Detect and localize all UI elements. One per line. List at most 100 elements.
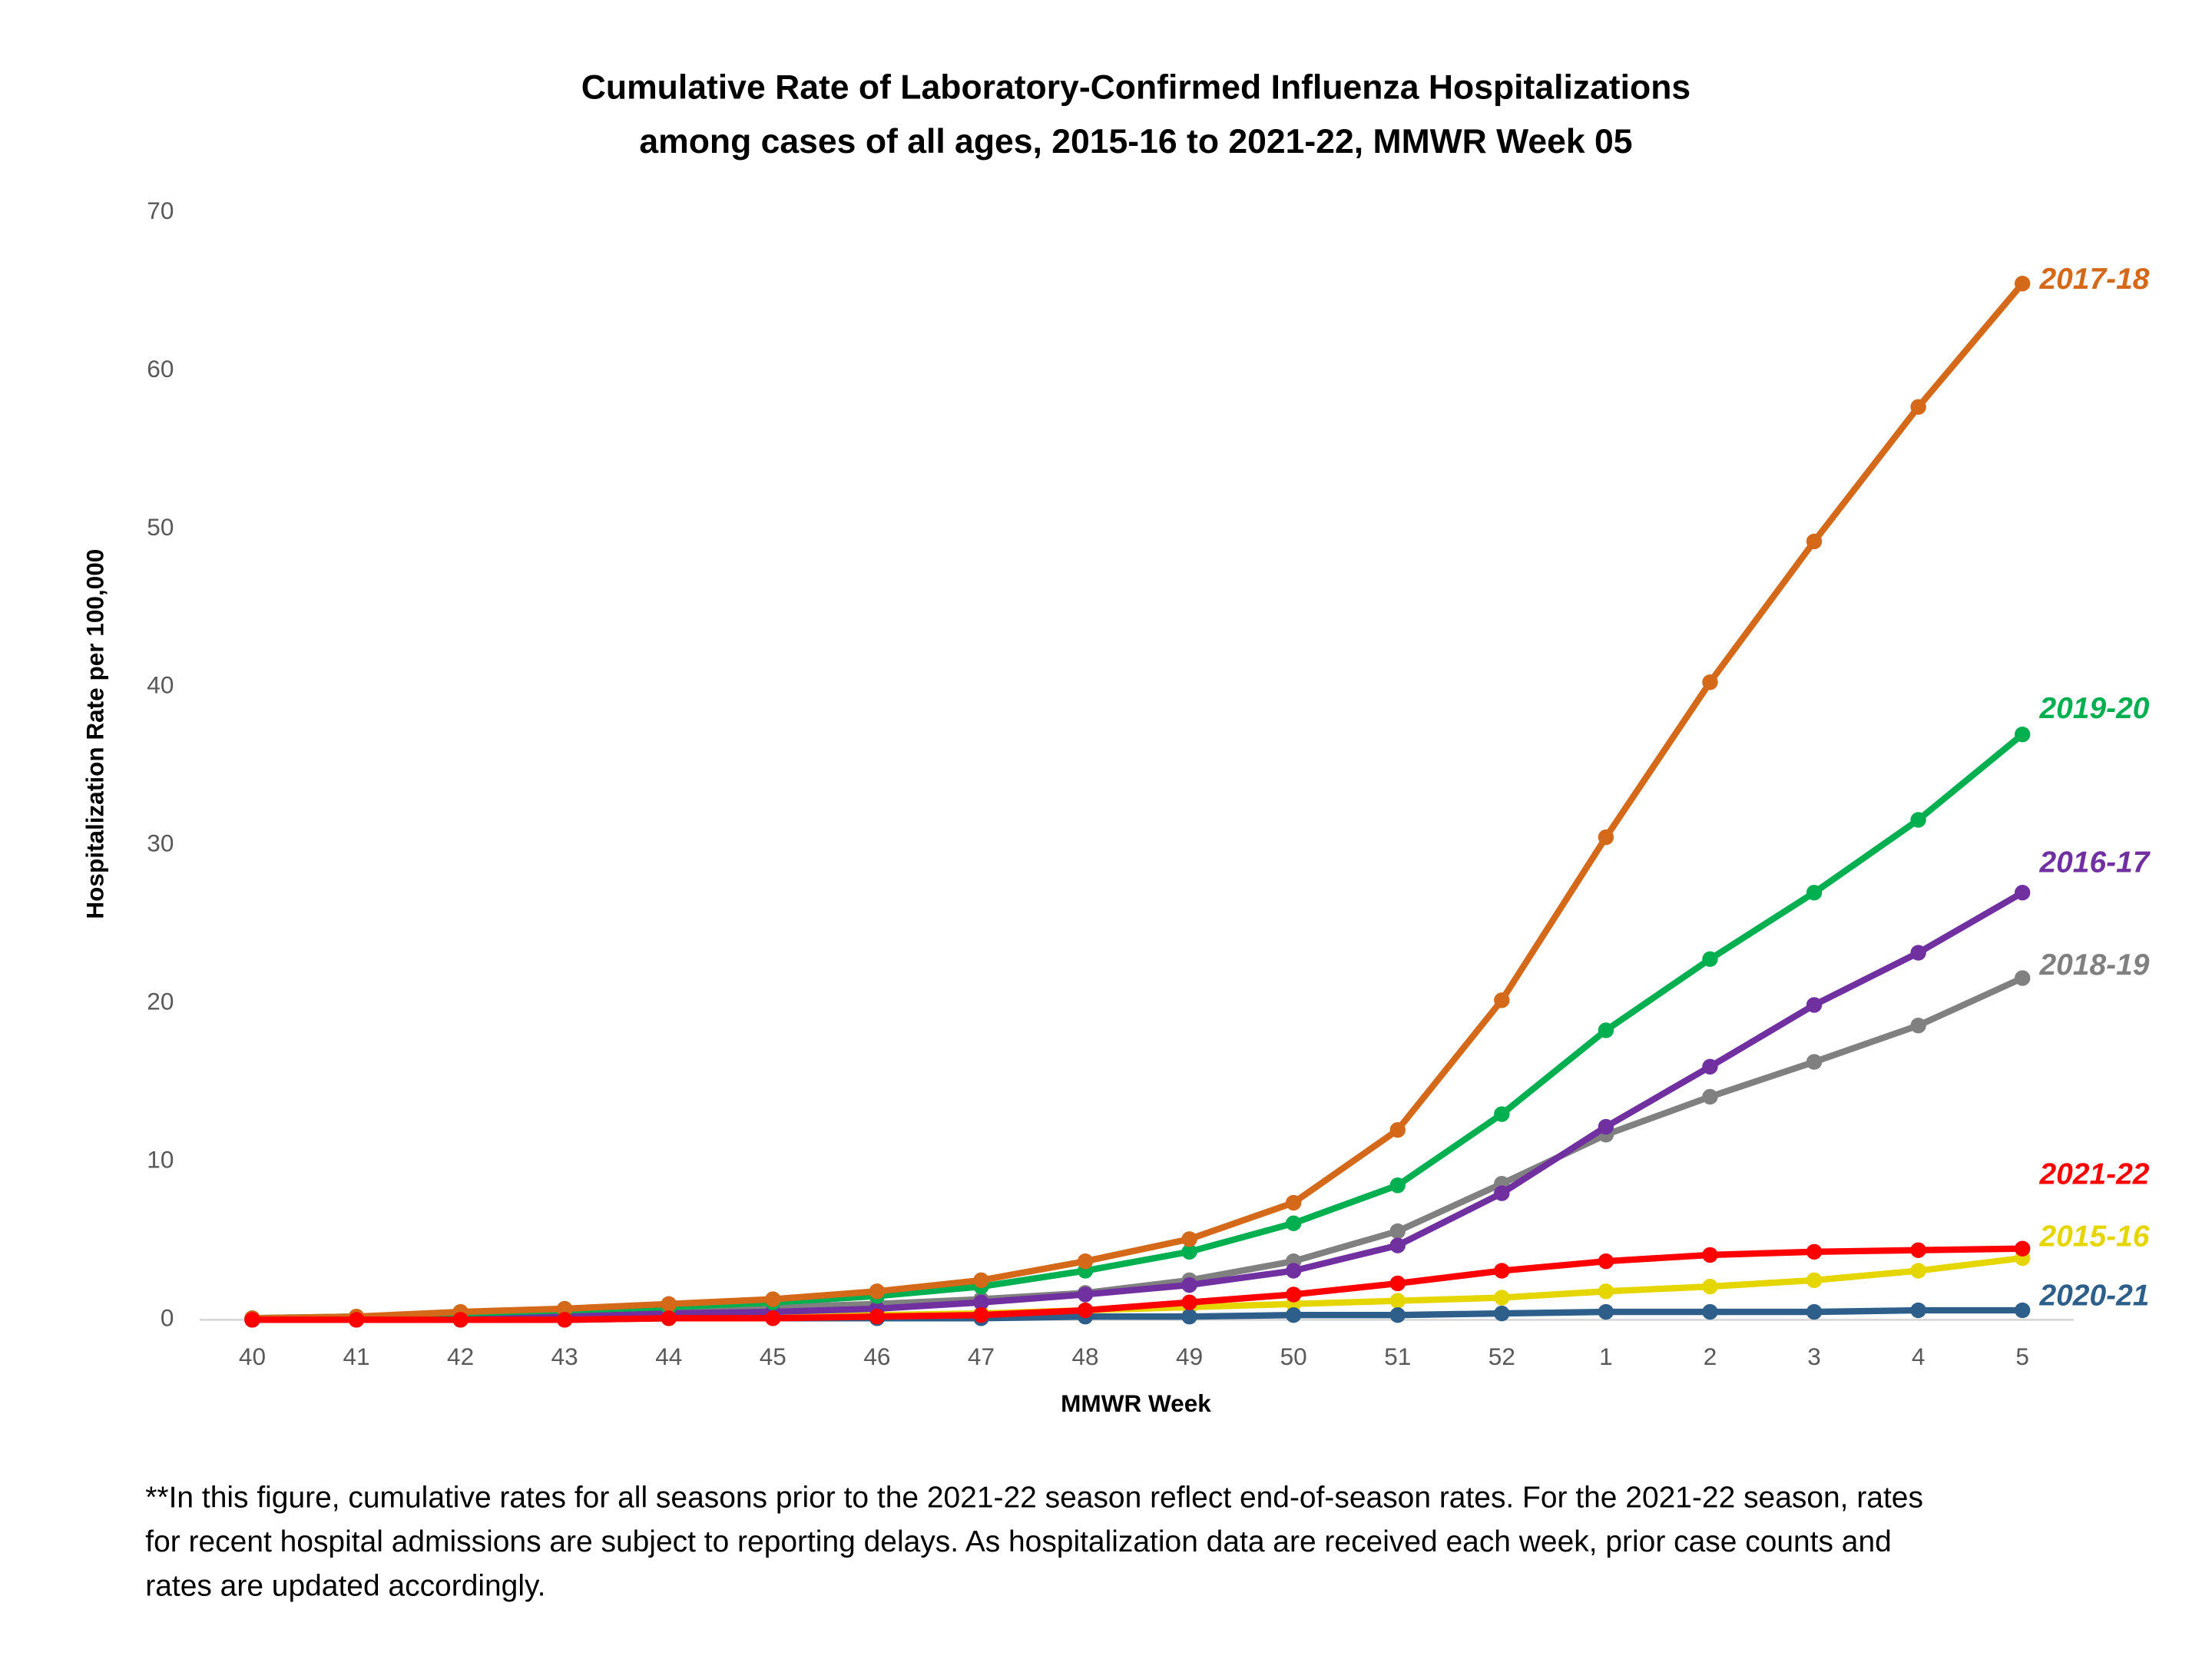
footnote: rates are updated accordingly. [145,1570,545,1603]
data-point [2014,1302,2031,1319]
data-point [1389,1306,1406,1323]
series-label: 2017-18 [2038,263,2149,296]
data-point [1494,1305,1510,1322]
data-point [1910,1302,1926,1319]
x-tick-label: 50 [1280,1343,1307,1370]
data-point [1077,1302,1094,1319]
data-point [1598,1283,1614,1300]
series-label: 2020-21 [2038,1280,2149,1313]
x-tick-label: 2 [1704,1343,1717,1370]
chart-title: Cumulative Rate of Laboratory-Confirmed … [581,69,1690,107]
x-tick-label: 48 [1071,1343,1098,1370]
data-point [869,1283,886,1300]
data-point [1389,1293,1406,1309]
data-point [1389,1223,1406,1240]
data-point [1806,1303,1823,1320]
data-point [1389,1275,1406,1292]
series-line [252,1245,2023,1323]
y-axis-label: Hospitalization Rate per 100,000 [81,549,109,919]
data-point [2014,885,2031,901]
series-label: 2019-20 [2038,692,2149,725]
data-point [1598,1022,1614,1038]
data-point [1181,1277,1197,1293]
data-point [1494,1290,1510,1306]
y-tick-label: 60 [147,355,174,382]
data-point [1077,1253,1094,1270]
data-point [1702,951,1718,967]
x-tick-label: 45 [760,1343,786,1370]
data-point [348,1312,365,1328]
series-line [252,889,2025,1323]
footnote: for recent hospital admissions are subje… [145,1525,1892,1558]
data-point [1494,1185,1510,1201]
data-point [1910,1018,1926,1034]
data-point [1181,1309,1197,1325]
data-point [1285,1215,1302,1231]
data-point [1806,1054,1823,1070]
data-point [556,1300,573,1317]
y-tick-label: 10 [147,1146,174,1174]
data-point [661,1310,677,1326]
x-tick-label: 46 [863,1343,890,1370]
data-point [1181,1231,1197,1247]
x-tick-label: 52 [1488,1343,1515,1370]
series-label: 2016-17 [2038,846,2151,879]
chart-title: among cases of all ages, 2015-16 to 2021… [639,123,1632,161]
series-label: 2021-22 [2038,1157,2149,1190]
data-point [661,1296,677,1312]
data-point [1598,1118,1614,1135]
data-point [1702,1278,1718,1295]
x-tick-label: 40 [239,1343,266,1370]
data-point [1389,1177,1406,1194]
data-point [973,1294,989,1310]
x-tick-label: 1 [1599,1343,1613,1370]
data-point [1806,1243,1823,1260]
y-tick-label: 70 [147,197,174,224]
x-tick-label: 4 [1912,1343,1926,1370]
x-axis-label: MMWR Week [1061,1389,1211,1417]
data-point [1285,1194,1302,1211]
data-point [1806,533,1823,550]
data-point [1910,812,1926,828]
x-tick-label: 42 [447,1343,474,1370]
data-point [1702,1303,1718,1320]
data-point [2014,275,2031,292]
data-point [1598,1253,1614,1270]
data-point [1806,885,1823,901]
data-point [973,1272,989,1289]
y-tick-label: 50 [147,513,174,541]
data-point [1702,1247,1718,1263]
data-point [1077,1286,1094,1303]
data-point [1285,1263,1302,1279]
data-point [1702,1058,1718,1075]
data-point [1494,992,1510,1008]
data-point [1494,1106,1510,1122]
data-point [1494,1263,1510,1279]
y-tick-label: 0 [161,1304,174,1332]
data-point [1389,1121,1406,1138]
data-point [1702,674,1718,690]
y-tick-label: 20 [147,988,174,1015]
data-point [869,1309,886,1325]
data-point [1910,1263,1926,1279]
x-tick-label: 5 [2015,1343,2029,1370]
data-point [452,1312,469,1328]
data-point [1910,945,1926,961]
data-point [973,1306,989,1323]
data-point [556,1312,573,1328]
data-point [1285,1286,1302,1303]
data-point [1181,1294,1197,1310]
data-point [1806,997,1823,1013]
x-tick-label: 51 [1384,1343,1411,1370]
data-point [1285,1306,1302,1323]
x-tick-label: 47 [968,1343,995,1370]
data-point [1389,1237,1406,1253]
series-line [252,281,2025,1322]
footnote: **In this figure, cumulative rates for a… [145,1481,1923,1514]
data-point [2014,970,2031,986]
data-point [1702,1088,1718,1105]
data-point [2014,1240,2031,1257]
